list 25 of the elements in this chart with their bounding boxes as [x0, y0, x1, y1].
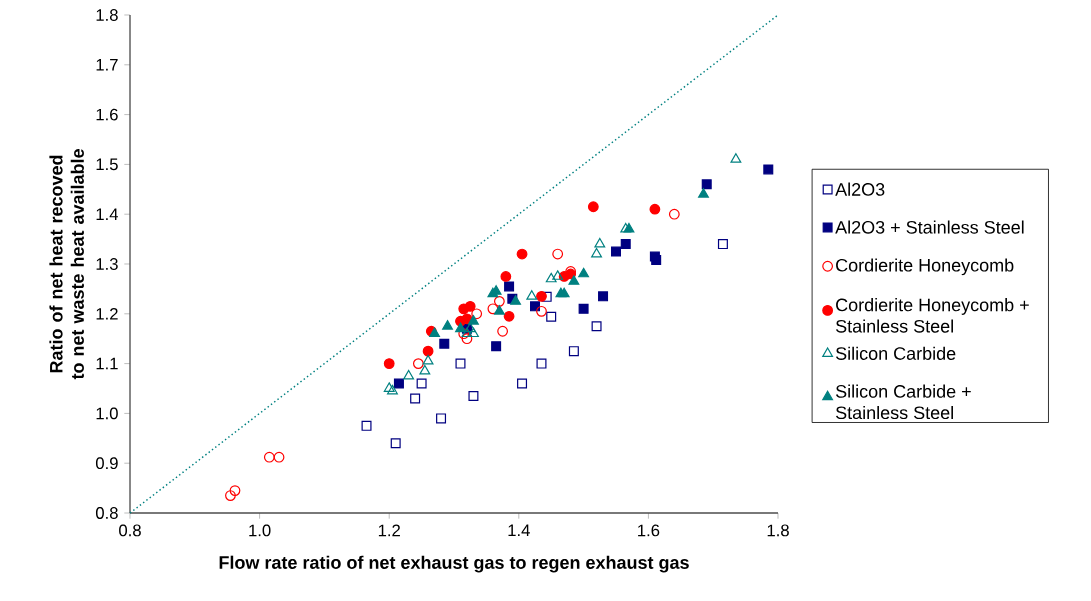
x-tick-label: 0.8: [119, 524, 141, 537]
y-tick-label: 1.8: [96, 9, 118, 21]
y-axis-title: Ratio of net heat recoved to net waste heat available: [49, 149, 84, 380]
y-tick-label: 1.7: [96, 59, 118, 71]
y-tick-label: 1.6: [96, 108, 118, 121]
legend-label: Silicon Carbide + Stainless Steel: [835, 384, 971, 420]
y-tick-label: 1.5: [96, 158, 118, 171]
x-tick-label: 1.4: [508, 524, 530, 536]
y-tick-label: 1.2: [96, 307, 118, 320]
y-tick-label: 1.4: [96, 208, 119, 220]
x-tick-label: 1.8: [767, 524, 789, 537]
legend-label: Cordierite Honeycomb: [836, 258, 1014, 276]
y-tick-label: 1.3: [96, 258, 118, 270]
y-tick-label: 1.1: [96, 357, 118, 370]
legend-label: Cordierite Honeycomb + Stainless Steel: [835, 298, 1029, 333]
y-tick-label: 0.8: [95, 507, 118, 519]
legend-label: Al2O3 + Stainless Steel: [835, 220, 1024, 234]
legend-label: Silicon Carbide: [835, 346, 956, 360]
y-tick-label: 1.0: [96, 407, 118, 420]
y-tick-label: 0.9: [95, 457, 118, 470]
x-axis-title: Flow rate ratio of net exhaust gas to regen exhaust gas: [219, 555, 689, 573]
x-tick-label: 1.0: [249, 524, 271, 537]
x-tick-label: 1.2: [378, 524, 400, 537]
x-tick-label: 1.6: [638, 524, 660, 537]
legend-label: Al2O3: [835, 182, 885, 196]
